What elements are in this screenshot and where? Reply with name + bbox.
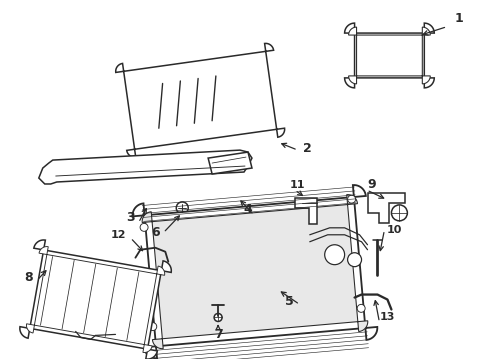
Polygon shape — [39, 150, 251, 184]
Polygon shape — [367, 193, 405, 223]
Text: 2: 2 — [303, 141, 311, 155]
Circle shape — [390, 205, 407, 221]
Circle shape — [356, 304, 365, 312]
Polygon shape — [208, 152, 251, 174]
Polygon shape — [142, 195, 367, 349]
Polygon shape — [294, 198, 316, 224]
Text: 4: 4 — [243, 203, 252, 216]
Text: 8: 8 — [24, 271, 33, 284]
Polygon shape — [344, 23, 433, 88]
Text: 13: 13 — [379, 312, 394, 323]
Text: 5: 5 — [285, 295, 294, 308]
Polygon shape — [116, 44, 284, 157]
Circle shape — [140, 223, 148, 231]
Circle shape — [347, 195, 355, 203]
Circle shape — [148, 323, 157, 330]
Circle shape — [347, 253, 361, 267]
Polygon shape — [26, 247, 164, 352]
Text: 6: 6 — [151, 226, 159, 239]
Text: 11: 11 — [289, 180, 305, 190]
Circle shape — [176, 202, 188, 214]
Text: 10: 10 — [386, 225, 401, 235]
Polygon shape — [20, 240, 171, 359]
Text: 7: 7 — [213, 328, 222, 341]
Polygon shape — [132, 185, 377, 358]
Text: 1: 1 — [454, 12, 463, 25]
Circle shape — [214, 314, 222, 321]
Circle shape — [324, 245, 344, 265]
Polygon shape — [348, 27, 429, 84]
Text: 3: 3 — [126, 211, 135, 224]
Text: 9: 9 — [366, 179, 375, 192]
Text: 12: 12 — [110, 230, 126, 240]
